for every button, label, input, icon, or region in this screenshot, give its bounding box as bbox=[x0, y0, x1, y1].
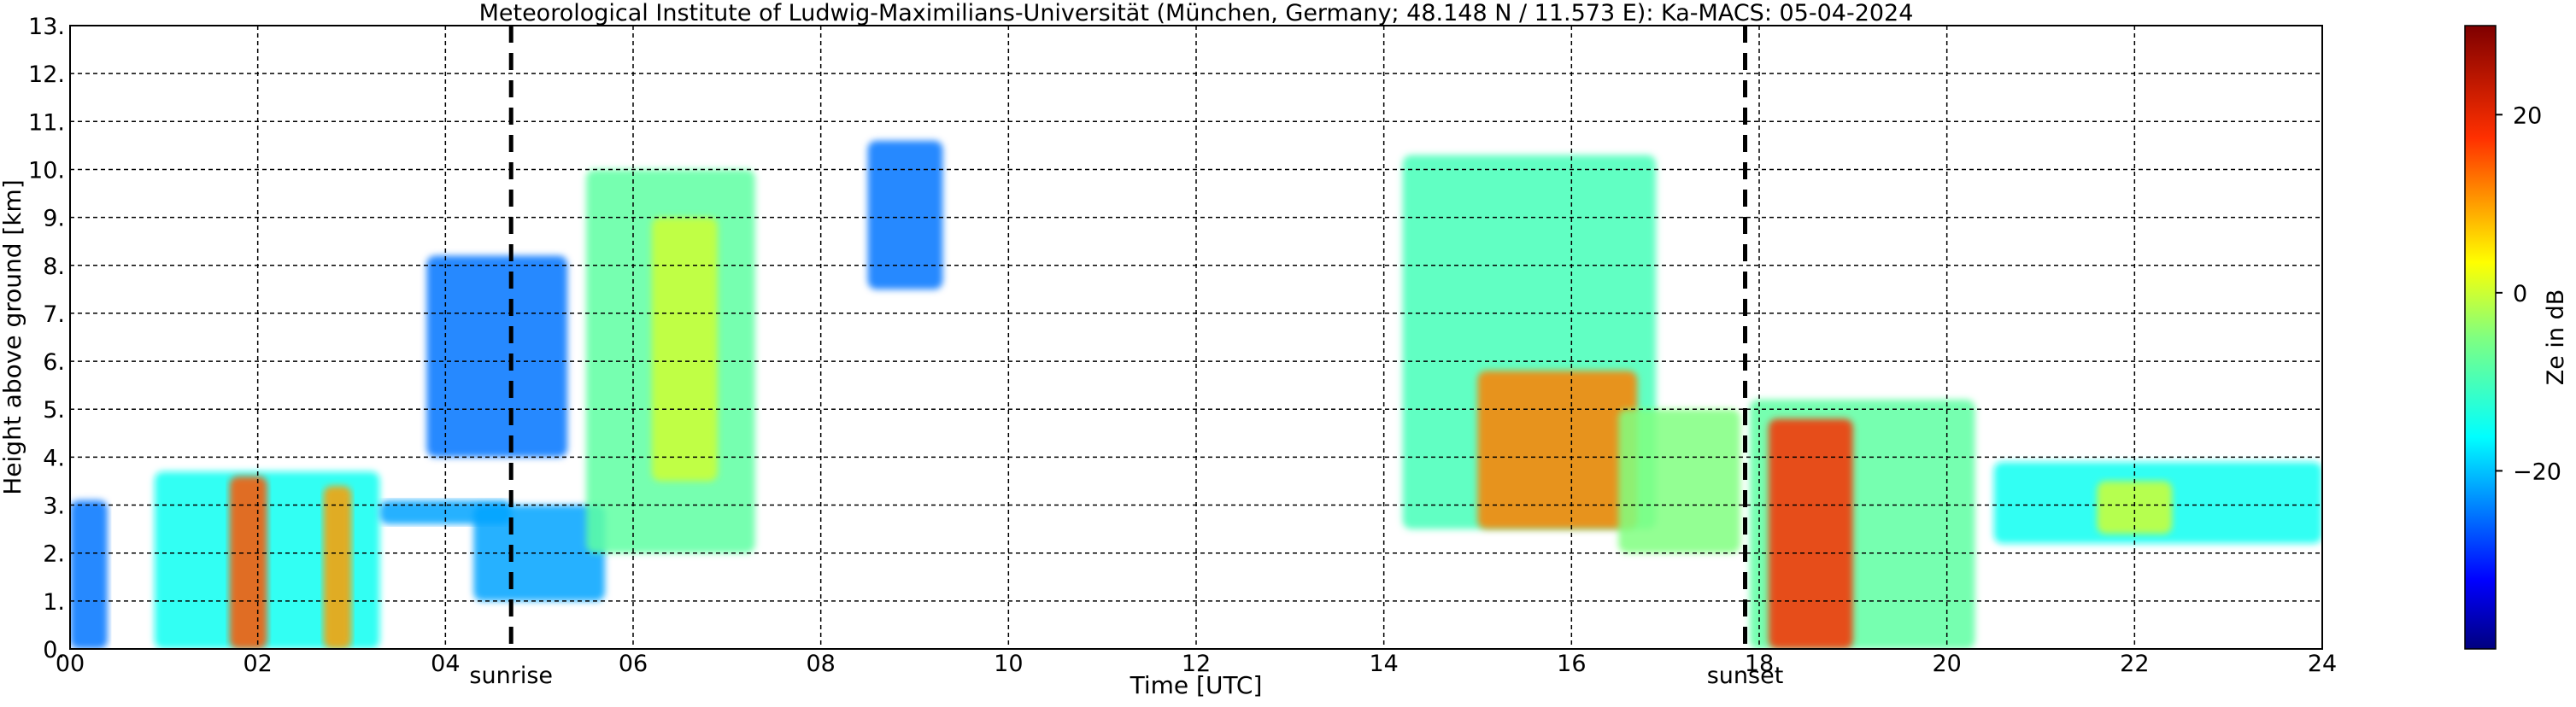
y-tick-label: 5. bbox=[43, 397, 65, 424]
y-tick-label: 10. bbox=[28, 157, 65, 184]
x-tick-label: 22 bbox=[2120, 651, 2149, 677]
y-tick-label: 3. bbox=[43, 494, 65, 520]
echo-region-13 bbox=[1618, 409, 1741, 553]
x-tick-label: 14 bbox=[1369, 651, 1398, 677]
x-tick-label: 04 bbox=[431, 651, 460, 677]
x-tick-labels: 00 02 04 06 08 10 12 14 16 18 20 22 24 bbox=[56, 651, 2337, 677]
colorbar-label: Ze in dB bbox=[2543, 289, 2569, 386]
echo-region-10 bbox=[867, 140, 943, 289]
echo-region-12 bbox=[1477, 371, 1638, 529]
sunset-label: sunset bbox=[1707, 663, 1784, 689]
echo-region-7 bbox=[426, 255, 568, 458]
colorbar-tick-label: 0 bbox=[2513, 281, 2527, 307]
x-tick-label: 00 bbox=[56, 651, 85, 677]
x-tick-label: 20 bbox=[1932, 651, 1961, 677]
echo-region-4 bbox=[323, 486, 352, 649]
x-tick-label: 24 bbox=[2308, 651, 2337, 677]
x-tick-label: 18 bbox=[1745, 651, 1774, 677]
y-tick-label: 9. bbox=[43, 206, 65, 232]
echo-layer bbox=[70, 140, 2322, 649]
x-tick-label: 16 bbox=[1557, 651, 1586, 677]
y-tick-label: 8. bbox=[43, 254, 65, 280]
y-tick-label: 0. bbox=[43, 637, 65, 663]
x-tick-label: 06 bbox=[619, 651, 648, 677]
marker-layer: sunrise sunset bbox=[469, 26, 1783, 689]
y-tick-label: 2. bbox=[43, 541, 65, 568]
y-tick-label: 6. bbox=[43, 349, 65, 376]
x-axis-label: Time [UTC] bbox=[1130, 671, 1263, 699]
y-tick-label: 12. bbox=[28, 61, 65, 88]
echo-region-3 bbox=[229, 476, 267, 649]
x-tick-label: 08 bbox=[806, 651, 835, 677]
y-tick-label: 11. bbox=[28, 109, 65, 136]
colorbar bbox=[2464, 25, 2497, 650]
colorbar-tick-label: 20 bbox=[2513, 102, 2542, 129]
y-tick-label: 4. bbox=[43, 445, 65, 471]
echo-region-15 bbox=[1768, 418, 1853, 649]
echo-region-1 bbox=[70, 500, 108, 649]
echo-region-17 bbox=[2097, 481, 2173, 535]
y-tick-label: 1. bbox=[43, 589, 65, 616]
y-tick-labels: 0. 1. 2. 3. 4. 5. 6. 7. 8. 9. 10. 11. 12. 13. bbox=[28, 14, 65, 663]
grid-layer bbox=[70, 26, 2322, 649]
chart-title: Meteorological Institute of Ludwig-Maxim… bbox=[479, 0, 1914, 26]
plot-frame bbox=[69, 25, 2323, 650]
x-tick-label: 02 bbox=[243, 651, 272, 677]
y-tick-label: 13. bbox=[28, 14, 65, 40]
y-tick-label: 7. bbox=[43, 301, 65, 328]
colorbar-ticks: 20 0 −20 bbox=[2496, 102, 2561, 485]
y-axis-label: Height above ground [km] bbox=[0, 179, 26, 495]
colorbar-tick-label: −20 bbox=[2513, 459, 2561, 485]
x-tick-label: 10 bbox=[994, 651, 1023, 677]
echo-region-9 bbox=[651, 217, 718, 482]
x-tick-label: 12 bbox=[1182, 651, 1211, 677]
sunrise-label: sunrise bbox=[469, 663, 553, 689]
